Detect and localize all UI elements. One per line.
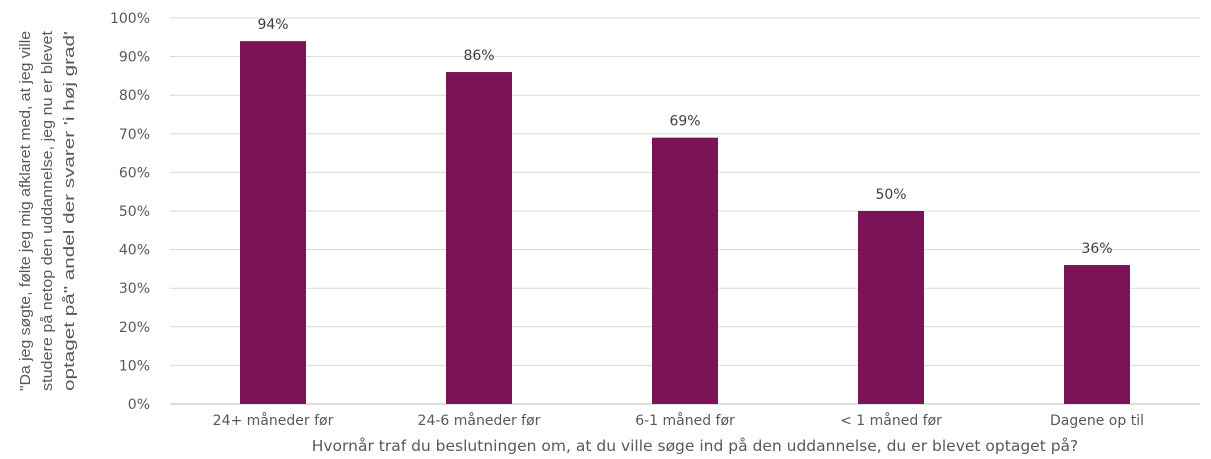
y-axis-ticks: 0% 10% 20% 30% 40% 50% 60% 70% 80% 90% 100% bbox=[110, 11, 150, 413]
x-axis-categories: 24+ måneder før 24-6 måneder før 6-1 måned… bbox=[213, 412, 1144, 429]
data-label: 36% bbox=[1081, 241, 1112, 257]
y-axis-title-line: studere på netop den uddannelse, jeg nu … bbox=[39, 30, 56, 391]
y-tick-label: 80% bbox=[119, 88, 150, 104]
y-tick-label: 10% bbox=[119, 358, 150, 374]
x-category-label: Dagene op til bbox=[1050, 413, 1144, 429]
y-tick-label: 0% bbox=[128, 397, 150, 413]
y-tick-label: 30% bbox=[119, 281, 150, 297]
y-tick-label: 20% bbox=[119, 320, 150, 336]
bar bbox=[652, 137, 718, 404]
data-label: 50% bbox=[875, 187, 906, 203]
data-labels: 94% 86% 69% 50% 36% bbox=[257, 17, 1112, 257]
y-axis-title-line: "Da jeg søgte, følte jeg mig afklaret me… bbox=[17, 31, 34, 391]
bar bbox=[240, 41, 306, 404]
y-axis-title-line: optaget på" andel der svarer 'i høj grad… bbox=[61, 31, 78, 391]
data-label: 69% bbox=[669, 114, 700, 130]
y-tick-label: 60% bbox=[119, 165, 150, 181]
x-category-label: 24-6 måneder før bbox=[418, 412, 541, 429]
x-category-label: < 1 måned før bbox=[840, 412, 942, 429]
bar bbox=[446, 72, 512, 404]
y-tick-label: 70% bbox=[119, 127, 150, 143]
y-axis-title: "Da jeg søgte, følte jeg mig afklaret me… bbox=[17, 30, 78, 391]
x-category-label: 6-1 måned før bbox=[635, 412, 735, 429]
bars bbox=[240, 41, 1130, 404]
y-tick-label: 40% bbox=[119, 243, 150, 259]
x-category-label: 24+ måneder før bbox=[213, 412, 334, 429]
y-tick-label: 100% bbox=[110, 11, 150, 27]
bar bbox=[1064, 265, 1130, 404]
bar bbox=[858, 211, 924, 404]
y-tick-label: 90% bbox=[119, 50, 150, 66]
data-label: 86% bbox=[463, 48, 494, 64]
y-tick-label: 50% bbox=[119, 204, 150, 220]
data-label: 94% bbox=[257, 17, 288, 33]
x-axis-title: Hvornår traf du beslutningen om, at du v… bbox=[312, 437, 1079, 455]
